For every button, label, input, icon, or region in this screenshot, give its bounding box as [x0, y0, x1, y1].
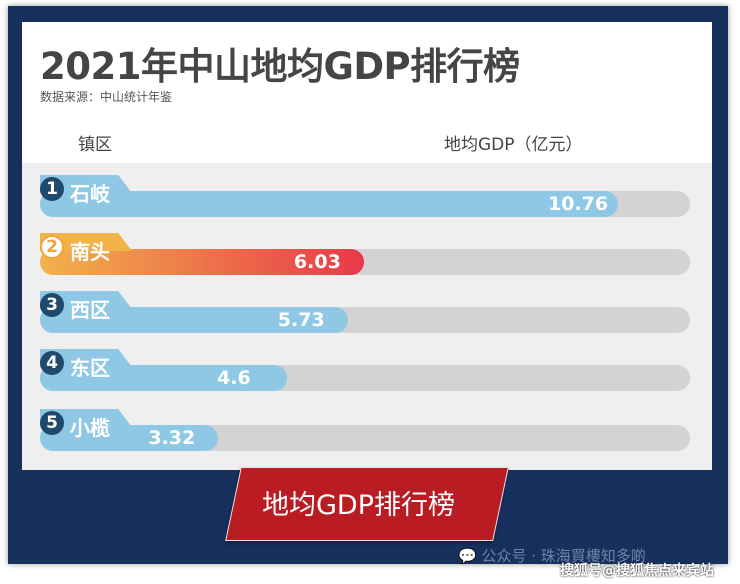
- table-row: 2 南头 6.03: [40, 233, 690, 275]
- bar-value: 10.76: [548, 193, 609, 215]
- data-source: 数据来源：中山统计年鉴: [40, 90, 173, 104]
- district-name: 石岐: [70, 182, 110, 206]
- district-name: 南头: [70, 240, 110, 264]
- bar-value: 6.03: [293, 251, 341, 273]
- sohu-watermark: 搜狐号@搜狐焦点来宾站: [560, 563, 714, 579]
- column-header-value: 地均GDP（亿元）: [444, 135, 583, 155]
- bar-value: 5.73: [277, 309, 325, 331]
- ranking-card: 2021年中山地均GDP排行榜 数据来源：中山统计年鉴 镇区 地均GDP（亿元）…: [22, 22, 712, 470]
- table-row: 3 西区 5.73: [40, 291, 690, 333]
- district-name: 东区: [70, 356, 110, 380]
- wechat-watermark: 💬 公众号 · 珠海買樓知多啲: [458, 545, 646, 566]
- bar-value: 4.6: [217, 367, 251, 389]
- rank-badge: 2: [40, 235, 64, 259]
- bar-fill: [40, 425, 219, 451]
- watermark-text: 公众号 · 珠海買樓知多啲: [481, 547, 646, 565]
- district-name: 小榄: [70, 416, 110, 440]
- bar-fill: [40, 191, 619, 217]
- banner-label: 地均GDP排行榜: [262, 490, 455, 521]
- bar-value: 3.32: [148, 427, 196, 449]
- rank-badge: 5: [40, 411, 64, 435]
- bar-fill: [40, 249, 364, 275]
- column-header-district: 镇区: [78, 135, 112, 155]
- rank-badge: 1: [40, 177, 64, 201]
- bar-fill: [40, 365, 288, 391]
- table-row: 1 石岐 10.76: [40, 175, 690, 217]
- bar-fill: [40, 307, 348, 333]
- district-name: 西区: [70, 298, 110, 322]
- table-row: 5 小榄 3.32: [40, 409, 690, 451]
- rank-badge: 4: [40, 351, 64, 375]
- table-row: 4 东区 4.6: [40, 349, 690, 391]
- page-title: 2021年中山地均GDP排行榜: [40, 45, 520, 88]
- rank-badge: 3: [40, 293, 64, 317]
- wechat-icon: 💬: [458, 547, 482, 565]
